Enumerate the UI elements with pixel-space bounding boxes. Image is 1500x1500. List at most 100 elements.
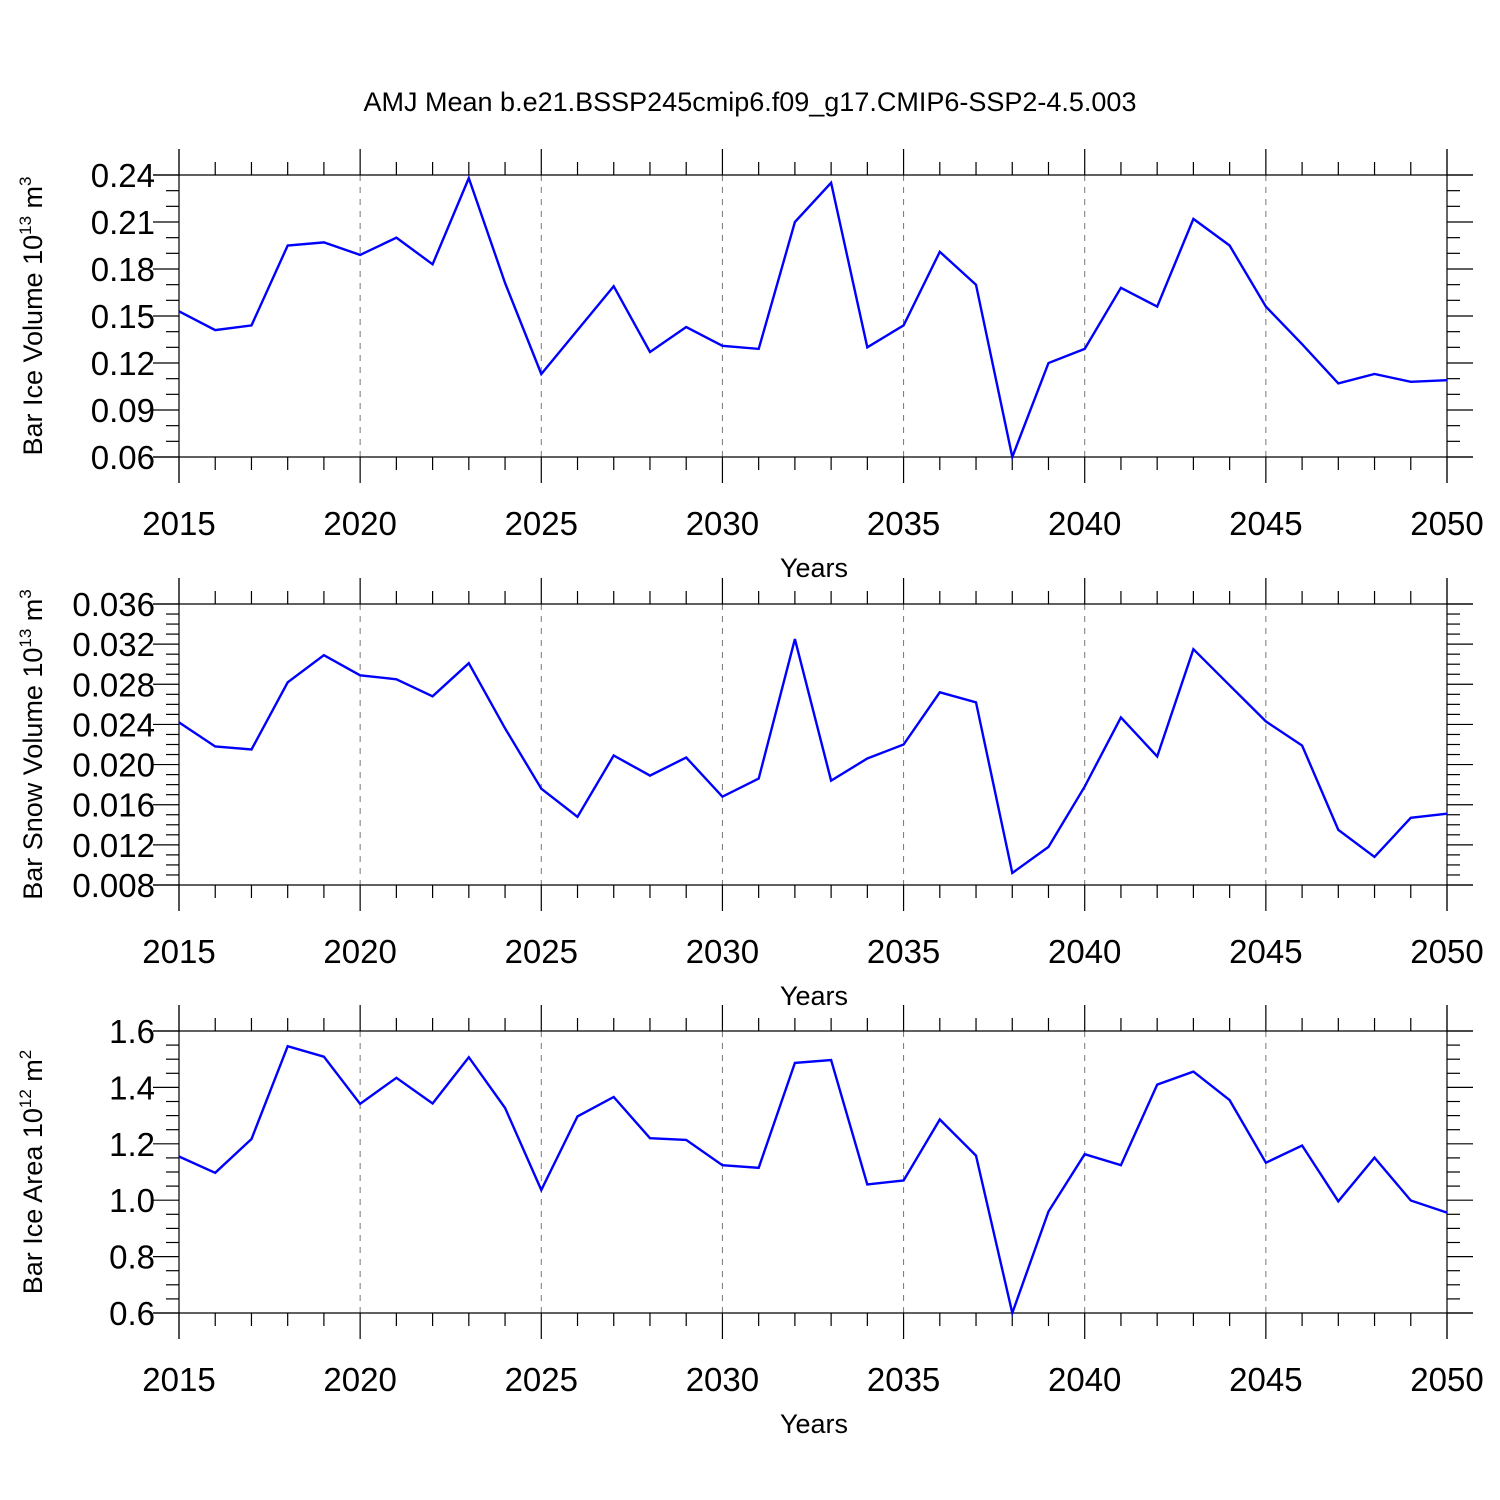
y-tick-label: 0.032 xyxy=(72,626,155,663)
data-point xyxy=(576,815,580,819)
x-axis-title: Years xyxy=(780,1409,848,1439)
data-point xyxy=(576,1114,580,1118)
y-axis-title-part: Bar Snow Volume 10 xyxy=(18,648,48,900)
y-tick-label: 0.016 xyxy=(72,787,155,824)
data-point xyxy=(467,176,471,180)
data-point xyxy=(177,720,181,724)
data-point xyxy=(1373,1156,1377,1160)
data-point xyxy=(1083,785,1087,789)
y-tick-label: 0.8 xyxy=(109,1239,155,1276)
data-point xyxy=(249,748,253,752)
x-tick-label: 2035 xyxy=(867,505,940,542)
data-point xyxy=(793,220,797,224)
x-tick-label: 2040 xyxy=(1048,505,1121,542)
data-point xyxy=(684,325,688,329)
data-point xyxy=(431,262,435,266)
x-tick-label: 2030 xyxy=(686,1361,759,1398)
data-point xyxy=(829,1058,833,1062)
data-point xyxy=(1083,347,1087,351)
data-point xyxy=(902,743,906,747)
data-point xyxy=(539,787,543,791)
data-point xyxy=(1010,1311,1014,1315)
data-point xyxy=(1264,305,1268,309)
x-tick-label: 2015 xyxy=(142,505,215,542)
x-axis-title: Years xyxy=(780,981,848,1011)
data-point xyxy=(1119,286,1123,290)
data-point xyxy=(829,181,833,185)
x-tick-label: 2025 xyxy=(505,1361,578,1398)
data-point xyxy=(539,1188,543,1192)
y-axis-title-part: 13 xyxy=(16,629,35,648)
y-axis-title: Bar Ice Area 1012 m2 xyxy=(16,1050,48,1295)
x-tick-label: 2050 xyxy=(1410,505,1483,542)
data-point xyxy=(213,1171,217,1175)
y-tick-label: 0.020 xyxy=(72,747,155,784)
data-point xyxy=(1445,378,1449,382)
data-point xyxy=(358,1102,362,1106)
x-tick-label: 2030 xyxy=(686,505,759,542)
data-point xyxy=(1264,1161,1268,1165)
data-point xyxy=(286,244,290,248)
data-point xyxy=(1409,380,1413,384)
y-tick-label: 0.008 xyxy=(72,867,155,904)
data-point xyxy=(249,323,253,327)
y-tick-label: 0.012 xyxy=(72,827,155,864)
data-point xyxy=(648,774,652,778)
data-point xyxy=(720,1163,724,1167)
data-point xyxy=(1046,361,1050,365)
x-axis-title: Years xyxy=(780,553,848,583)
data-point xyxy=(1336,828,1340,832)
data-point xyxy=(757,777,761,781)
data-point xyxy=(503,726,507,730)
data-point xyxy=(1119,715,1123,719)
data-point xyxy=(1046,1209,1050,1213)
data-point xyxy=(213,745,217,749)
y-tick-label: 0.15 xyxy=(91,298,155,335)
x-tick-label: 2050 xyxy=(1410,1361,1483,1398)
y-axis-title-part: 2 xyxy=(16,1050,35,1059)
data-point xyxy=(1191,217,1195,221)
x-tick-label: 2025 xyxy=(505,933,578,970)
data-point xyxy=(1228,244,1232,248)
y-axis-title-part: 3 xyxy=(16,176,35,185)
data-point xyxy=(1336,381,1340,385)
y-axis-title-part: Bar Ice Volume 10 xyxy=(18,235,48,456)
data-point xyxy=(1373,855,1377,859)
data-point xyxy=(1010,455,1014,459)
data-point xyxy=(358,253,362,257)
data-point xyxy=(467,1055,471,1059)
panel-ice-volume: 2015 2020 2025 2030 2035 2040 2045 2050 0.06 0.09… xyxy=(16,149,1484,583)
y-axis-title-part: m xyxy=(18,599,48,629)
data-point xyxy=(612,284,616,288)
data-point xyxy=(648,1136,652,1140)
data-point xyxy=(865,1182,869,1186)
data-point xyxy=(757,1166,761,1170)
x-tick-label: 2035 xyxy=(867,1361,940,1398)
data-point xyxy=(177,1154,181,1158)
data-point xyxy=(1155,755,1159,759)
y-axis-title: Bar Snow Volume 1013 m3 xyxy=(16,589,48,900)
data-point xyxy=(865,345,869,349)
data-point xyxy=(394,1076,398,1080)
data-point xyxy=(1409,1198,1413,1202)
y-tick-label: 0.036 xyxy=(72,586,155,623)
x-tick-label: 2015 xyxy=(142,933,215,970)
data-point xyxy=(1119,1163,1123,1167)
data-point xyxy=(1010,871,1014,875)
data-point xyxy=(539,372,543,376)
y-axis-title-part: m xyxy=(18,1059,48,1089)
data-point xyxy=(1300,744,1304,748)
x-tick-label: 2050 xyxy=(1410,933,1483,970)
data-point xyxy=(829,779,833,783)
data-point xyxy=(1300,1143,1304,1147)
y-tick-label: 1.2 xyxy=(109,1126,155,1163)
data-point xyxy=(612,1095,616,1099)
data-point xyxy=(503,281,507,285)
data-point xyxy=(1264,719,1268,723)
data-point xyxy=(938,1118,942,1122)
data-point xyxy=(974,283,978,287)
data-point xyxy=(576,328,580,332)
data-point xyxy=(503,1106,507,1110)
panel-snow-volume: 2015 2020 2025 2030 2035 2040 2045 20500.0080.0… xyxy=(16,578,1484,1011)
